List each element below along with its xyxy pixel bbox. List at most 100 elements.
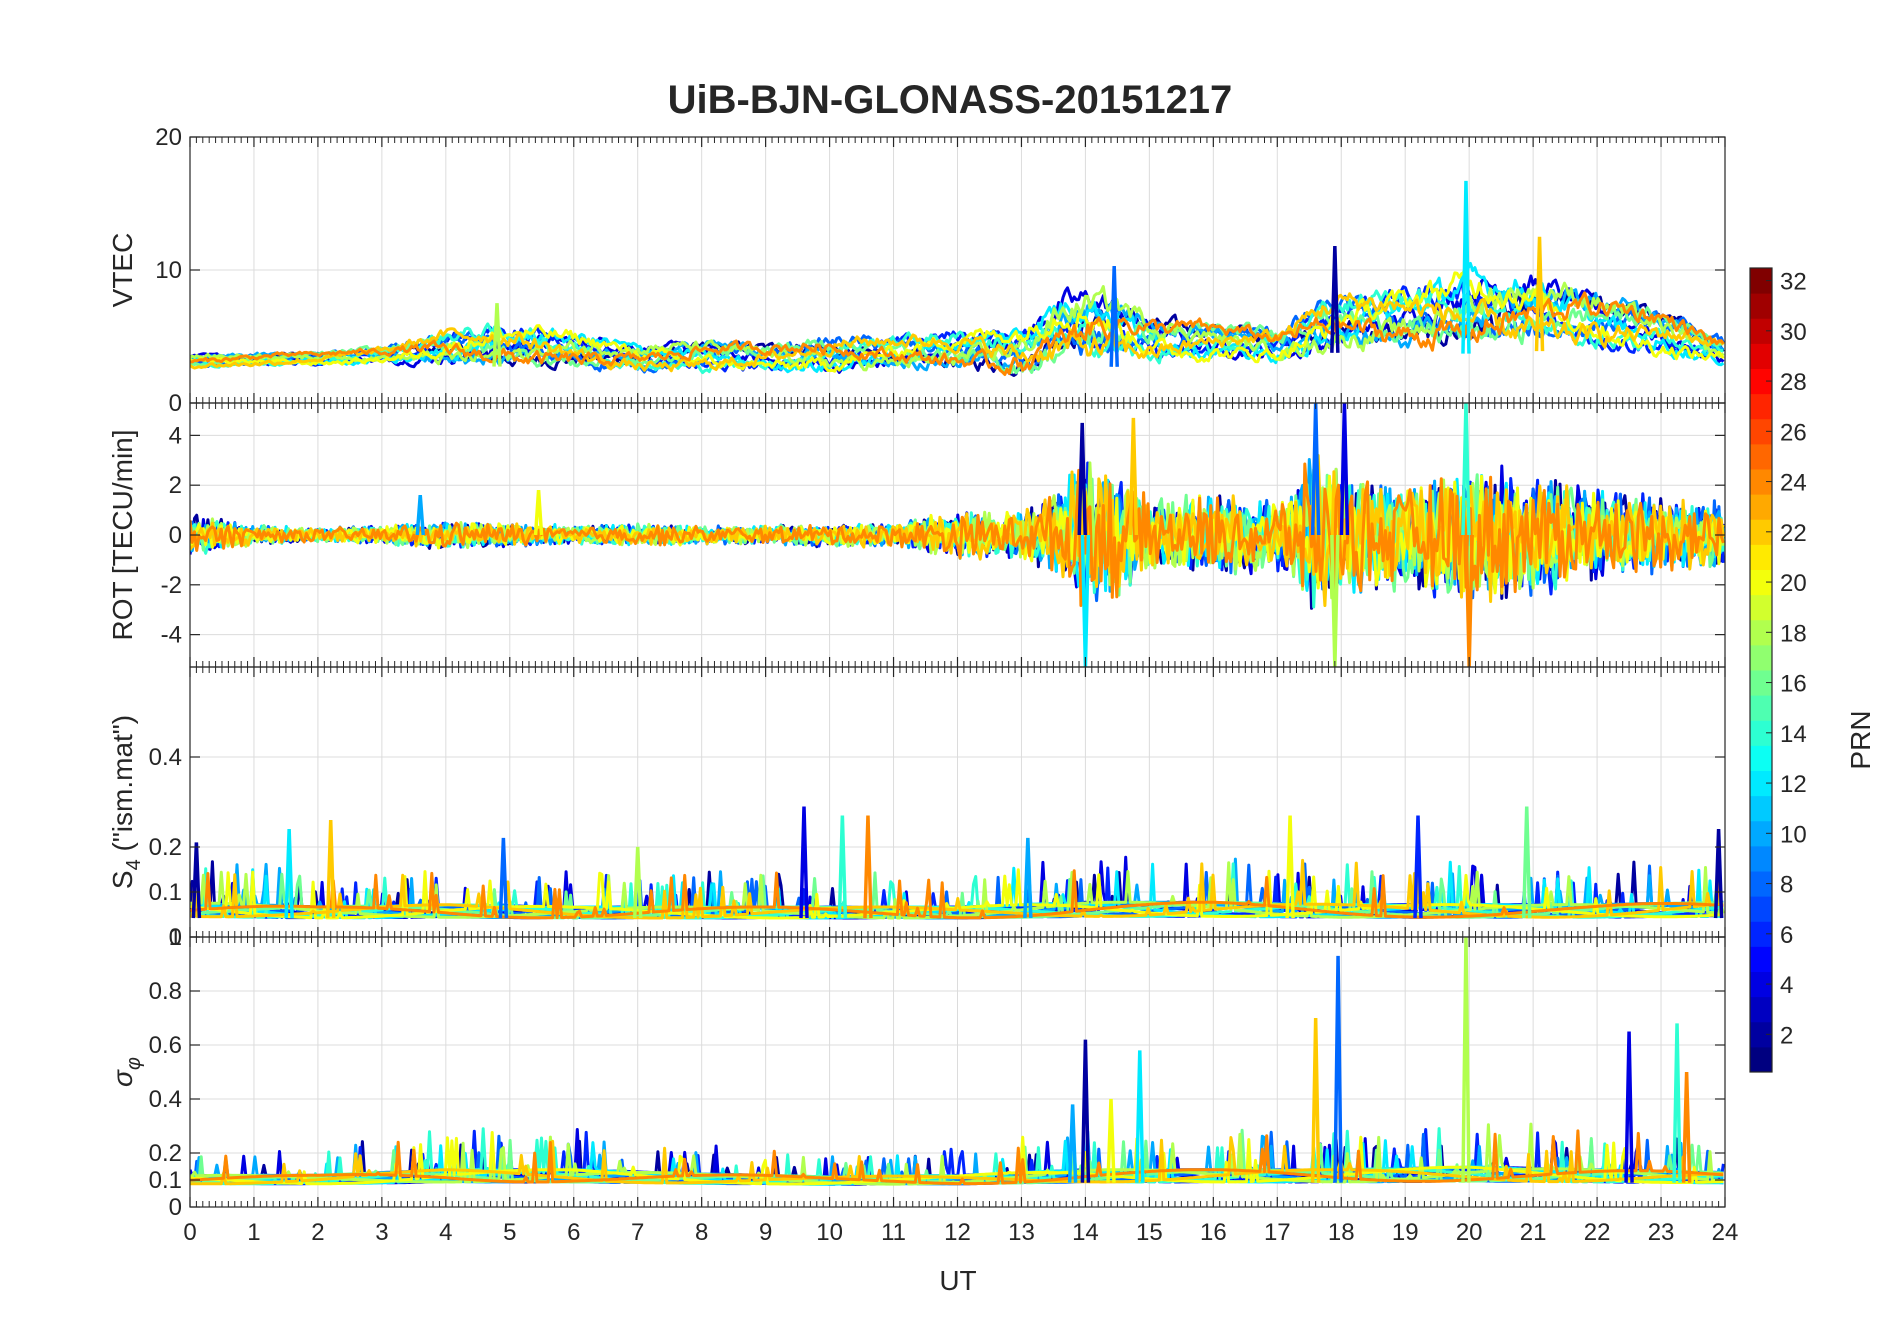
spike-mark [191, 842, 202, 919]
spike-mark [1310, 1017, 1321, 1183]
y-tick-label: -4 [161, 622, 182, 649]
y-axis-label-sigma: σφ [107, 1057, 145, 1087]
colorbar-tick-label: 22 [1780, 520, 1807, 547]
colorbar-tick-label: 20 [1780, 570, 1807, 597]
colorbar-segment [1750, 594, 1772, 621]
y-tick-label: 10 [155, 257, 182, 284]
colorbar-segment [1750, 619, 1772, 646]
x-tick-label: 14 [1072, 1219, 1099, 1246]
colorbar-frame [1749, 267, 1773, 1073]
x-tick-label: 15 [1136, 1219, 1163, 1246]
y-label-sub: φ [123, 1057, 145, 1070]
colorbar-tick-label: 10 [1780, 821, 1807, 848]
y-tick-label: 0 [169, 390, 182, 417]
colorbar-segment [1750, 569, 1772, 596]
spike-mark [1521, 806, 1532, 919]
spike-mark [632, 846, 643, 919]
spike-mark [1067, 1104, 1078, 1183]
spike-mark [1310, 403, 1321, 536]
spike-mark [837, 815, 848, 919]
colorbar-segment [1750, 820, 1772, 847]
colorbar-segment [1750, 343, 1772, 369]
x-tick-label: 7 [631, 1219, 644, 1246]
x-tick-label: 3 [375, 1219, 388, 1246]
series-prn-24 [190, 869, 1724, 920]
y-tick-label: -2 [161, 572, 182, 599]
spike-mark [1624, 1031, 1634, 1183]
colorbar-segment [1750, 770, 1772, 797]
colorbar-segment [1750, 795, 1772, 822]
y-tick-label: 20 [155, 124, 182, 151]
spike-mark [1109, 265, 1119, 367]
panel-rot: -4 -2 0 2 4 ROT [TECU/min] [107, 402, 1726, 668]
x-tick-label: 17 [1264, 1219, 1291, 1246]
panel-vtec: 0 10 20 VTEC [107, 124, 1726, 417]
y-label-rest: ("ism.mat") [107, 715, 138, 859]
spike-mark [1080, 1039, 1091, 1183]
spike-mark [1080, 534, 1091, 667]
spike-mark [1464, 534, 1474, 667]
colorbar-label: PRN [1845, 710, 1876, 769]
spike-mark [415, 495, 425, 536]
spike-mark [1713, 828, 1724, 919]
colorbar-segment [1750, 720, 1772, 746]
colorbar-segment [1750, 519, 1772, 545]
chart-title: UiB-BJN-GLONASS-20151217 [668, 78, 1233, 122]
colorbar-segment [1750, 443, 1772, 470]
spike-mark [1461, 403, 1471, 536]
rot-series [190, 403, 1725, 667]
spike-mark [1128, 417, 1139, 536]
colorbar-tick-label: 28 [1780, 369, 1807, 396]
spike-mark [1461, 937, 1471, 1183]
colorbar-segment [1750, 871, 1772, 897]
colorbar-tick-label: 24 [1780, 470, 1807, 497]
colorbar-segment [1750, 845, 1772, 872]
colorbar-tick-label: 12 [1780, 771, 1807, 798]
spike-mark [1106, 1098, 1116, 1183]
colorbar-tick-label: 18 [1780, 620, 1807, 647]
y-tick-label: 0.2 [149, 1140, 182, 1167]
colorbar-segment [1750, 896, 1772, 922]
x-axis-tick-labels: 0 1 2 3 4 5 6 7 8 9 10 11 12 13 14 15 16 17 18 19 20 21 22 23 24 [183, 1219, 1738, 1246]
colorbar-segment [1750, 544, 1772, 570]
x-tick-label: 19 [1392, 1219, 1419, 1246]
spike-mark [1330, 246, 1340, 353]
colorbar-tick-label: 32 [1780, 269, 1807, 296]
colorbar-segment [1750, 318, 1772, 344]
colorbar-segment [1750, 921, 1772, 947]
colorbar-tick-label: 16 [1780, 671, 1807, 698]
colorbar-segment [1750, 644, 1772, 671]
vtec-series [190, 180, 1725, 377]
y-tick-label: 0.1 [149, 879, 182, 906]
colorbar-tick-label: 2 [1780, 1022, 1793, 1049]
colorbar-tick-label: 8 [1780, 872, 1793, 899]
x-tick-label: 24 [1712, 1219, 1739, 1246]
x-tick-label: 21 [1520, 1219, 1547, 1246]
spike-mark [492, 303, 502, 367]
colorbar-segment [1750, 1046, 1772, 1073]
spike-mark [325, 819, 336, 919]
x-tick-label: 11 [881, 1219, 906, 1246]
y-tick-label: 0 [169, 522, 182, 549]
spike-mark [1339, 403, 1350, 536]
colorbar-segment [1750, 293, 1772, 319]
x-tick-label: 9 [759, 1219, 772, 1246]
spike-mark [1413, 815, 1423, 919]
y-tick-label: 0.8 [149, 978, 182, 1005]
panel-s4: 00.10.20.4S4 ("ism.mat") [107, 666, 1726, 951]
y-tick-label: 0 [169, 1194, 182, 1221]
y-axis-label-s4: S4 ("ism.mat") [107, 715, 145, 889]
x-tick-label: 10 [816, 1219, 843, 1246]
spike-mark [1333, 955, 1343, 1183]
spike-mark [1023, 837, 1033, 919]
y-label-s: S [107, 870, 138, 889]
y-tick-label: 0.1 [149, 1167, 182, 1194]
x-tick-label: 16 [1200, 1219, 1227, 1246]
colorbar-segment [1750, 695, 1772, 721]
colorbar-segment [1750, 418, 1772, 445]
spike-mark [1330, 534, 1340, 667]
x-tick-label: 0 [183, 1219, 196, 1246]
